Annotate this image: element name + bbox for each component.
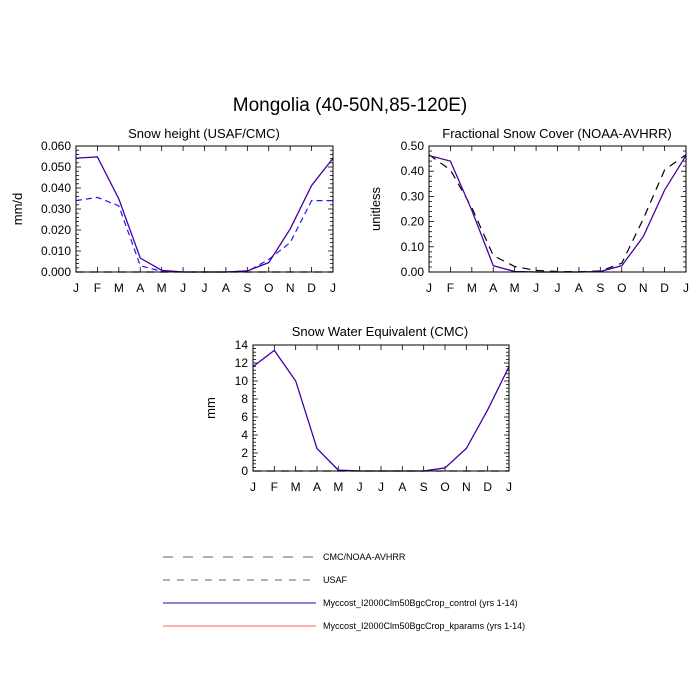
series-line <box>75 196 333 273</box>
y-tick-label: 0.50 <box>401 139 425 153</box>
x-tick-label: J <box>555 281 561 295</box>
y-tick-label: 0.40 <box>401 164 425 178</box>
x-tick-label: M <box>291 480 301 494</box>
x-tick-label: M <box>157 281 167 295</box>
y-tick-label: 14 <box>235 338 249 352</box>
x-tick-label: N <box>286 281 295 295</box>
x-tick-label: A <box>313 480 321 494</box>
x-tick-label: M <box>333 480 343 494</box>
x-tick-label: N <box>462 480 471 494</box>
x-tick-label: J <box>202 281 208 295</box>
x-tick-label: F <box>94 281 101 295</box>
x-tick-label: S <box>596 281 604 295</box>
y-tick-label: 0.060 <box>41 139 71 153</box>
y-tick-label: 0.010 <box>41 244 71 258</box>
series-line <box>252 349 510 472</box>
y-tick-label: 0.050 <box>41 160 71 174</box>
x-tick-label: J <box>330 281 336 295</box>
x-tick-label: J <box>357 480 363 494</box>
x-tick-label: J <box>506 480 512 494</box>
x-tick-label: A <box>222 281 230 295</box>
x-tick-label: J <box>683 281 689 295</box>
y-tick-label: 0.000 <box>41 265 71 279</box>
x-tick-label: A <box>575 281 583 295</box>
x-tick-label: J <box>73 281 79 295</box>
y-tick-label: 0 <box>241 464 248 478</box>
x-tick-label: D <box>307 281 316 295</box>
y-tick-label: 0.030 <box>41 202 71 216</box>
x-tick-label: F <box>271 480 278 494</box>
x-tick-label: A <box>136 281 144 295</box>
fractional-snow-cover-panel: Fractional Snow Cover (NOAA-AVHRR) unitl… <box>368 126 689 295</box>
x-tick-label: J <box>533 281 539 295</box>
y-tick-label: 10 <box>235 374 249 388</box>
x-tick-label: A <box>398 480 406 494</box>
y-tick-label: 4 <box>241 428 248 442</box>
x-tick-label: M <box>114 281 124 295</box>
plot-frame <box>428 145 687 273</box>
series-line <box>428 155 687 273</box>
legend: CMC/NOAA-AVHRR USAF Myccost_I2000Clm50Bg… <box>163 552 525 631</box>
x-tick-label: F <box>447 281 454 295</box>
x-tick-label: D <box>660 281 669 295</box>
y-axis-label: mm/d <box>10 193 25 226</box>
x-tick-label: N <box>639 281 648 295</box>
x-tick-label: M <box>467 281 477 295</box>
x-tick-label: M <box>510 281 520 295</box>
x-tick-label: D <box>483 480 492 494</box>
panel-title: Snow height (USAF/CMC) <box>128 126 280 141</box>
y-tick-label: 0.040 <box>41 181 71 195</box>
x-tick-label: O <box>264 281 273 295</box>
y-tick-label: 8 <box>241 392 248 406</box>
x-tick-label: A <box>489 281 497 295</box>
panel-title: Snow Water Equivalent (CMC) <box>292 324 469 339</box>
x-tick-label: O <box>440 480 449 494</box>
series-line <box>75 156 334 273</box>
y-axis-label: unitless <box>368 186 383 231</box>
series-line <box>252 349 510 472</box>
x-tick-label: J <box>180 281 186 295</box>
y-tick-label: 0.30 <box>401 189 425 203</box>
series-line <box>428 154 687 273</box>
snow-water-equivalent-panel: Snow Water Equivalent (CMC) mm 0 2 4 6 8 10 12… <box>203 324 512 494</box>
x-tick-label: J <box>250 480 256 494</box>
y-tick-label: 6 <box>241 410 248 424</box>
y-tick-label: 0.020 <box>41 223 71 237</box>
y-axis-label: mm <box>203 397 218 419</box>
x-tick-label: S <box>420 480 428 494</box>
y-tick-label: 0.00 <box>401 265 425 279</box>
figure-title: Mongolia (40-50N,85-120E) <box>233 95 467 116</box>
x-tick-label: O <box>617 281 626 295</box>
y-tick-label: 0.20 <box>401 215 425 229</box>
legend-label-cmc-noaa: CMC/NOAA-AVHRR <box>323 552 406 562</box>
plot-frame <box>75 145 334 273</box>
x-tick-label: J <box>378 480 384 494</box>
snow-height-panel: Snow height (USAF/CMC) mm/d 0.000 0.010 0.… <box>10 126 336 295</box>
x-tick-label: S <box>243 281 251 295</box>
y-tick-label: 0.10 <box>401 240 425 254</box>
x-tick-label: J <box>426 281 432 295</box>
legend-label-usaf: USAF <box>323 575 348 585</box>
plot-frame <box>252 344 510 472</box>
series-line <box>428 155 687 273</box>
legend-label-kparams: Myccost_I2000Clm50BgcCrop_kparams (yrs 1… <box>323 621 525 631</box>
y-tick-label: 12 <box>235 356 249 370</box>
series-line <box>75 156 334 273</box>
legend-label-control: Myccost_I2000Clm50BgcCrop_control (yrs 1… <box>323 598 518 608</box>
y-tick-label: 2 <box>241 446 248 460</box>
panel-title: Fractional Snow Cover (NOAA-AVHRR) <box>442 126 671 141</box>
